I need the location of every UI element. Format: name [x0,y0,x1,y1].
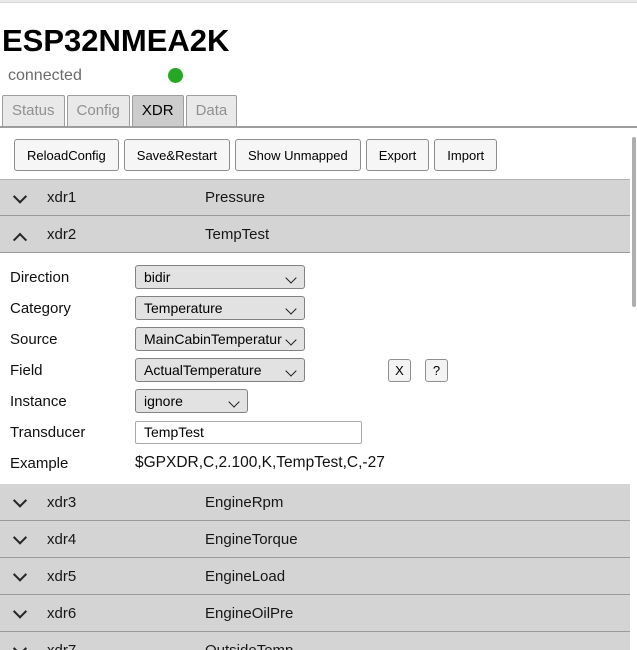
chevron-down-icon [12,493,28,508]
xdr-id-label: xdr2 [47,225,77,243]
connection-status-row: connected [8,66,637,86]
xdr-value-label: EngineTorque [205,530,298,548]
xdr7-accordion-header[interactable]: xdr7 OutsideTemp [0,632,630,650]
field-help-button[interactable]: ? [425,358,448,382]
export-button[interactable]: Export [365,139,430,171]
page-title: ESP32NMEA2K [2,23,230,58]
source-row: Source MainCabinTemperature [10,327,630,351]
source-label: Source [10,330,58,348]
direction-select[interactable]: bidir [135,265,305,289]
field-select-value: ActualTemperature [144,362,262,378]
xdr1-accordion-header[interactable]: xdr1 Pressure [0,179,630,216]
category-select-value: Temperature [144,300,223,316]
category-label: Category [10,299,71,317]
chevron-down-icon [12,567,28,582]
instance-select-value: ignore [144,393,183,409]
tab-xdr[interactable]: XDR [131,95,184,126]
xdr-id-label: xdr6 [47,604,77,622]
chevron-down-icon [12,530,28,545]
field-row: Field ActualTemperature X ? [10,358,630,382]
field-label: Field [10,361,43,379]
tab-status[interactable]: Status [2,95,65,126]
chevron-down-icon [228,396,240,408]
example-label: Example [10,454,69,472]
xdr-value-label: Pressure [205,189,266,206]
xdr3-accordion-header[interactable]: xdr3 EngineRpm [0,484,630,521]
xdr2-accordion-header[interactable]: xdr2 TempTest [0,216,630,253]
top-border-strip [0,0,637,3]
chevron-down-icon [12,604,28,619]
transducer-row: Transducer [10,420,630,444]
xdr6-accordion-header[interactable]: xdr6 EngineOilPre [0,595,630,632]
xdr-id-label: xdr5 [47,567,77,585]
chevron-down-icon [285,334,297,346]
xdr-id-label: xdr1 [47,189,77,206]
vertical-scrollbar-thumb[interactable] [632,137,636,307]
xdr-value-label: EngineRpm [205,493,284,511]
example-sentence-value: $GPXDR,C,2.100,K,TempTest,C,-27 [135,454,385,471]
category-select[interactable]: Temperature [135,296,305,320]
transducer-input[interactable] [135,420,362,444]
xdr-value-label: EngineLoad [205,567,286,585]
chevron-down-icon [285,303,297,315]
xdr-id-label: xdr4 [47,530,77,548]
chevron-down-icon [285,365,297,377]
tab-data[interactable]: Data [185,95,238,126]
xdr4-accordion-header[interactable]: xdr4 EngineTorque [0,521,630,558]
xdr-id-label: xdr7 [47,641,77,650]
xdr2-edit-form: Direction bidir Category Temperature Sou… [0,253,630,484]
xdr-value-label: EngineOilPre [205,604,294,622]
xdr-toolbar: ReloadConfig Save&Restart Show Unmapped … [14,139,637,171]
category-row: Category Temperature [10,296,630,320]
tab-bar: Status Config XDR Data [0,95,637,128]
transducer-label: Transducer [10,423,86,441]
xdr-value-label: OutsideTemp [205,641,294,650]
tab-config[interactable]: Config [66,95,130,126]
chevron-down-icon [12,189,28,204]
xdr-value-label: TempTest [205,225,270,243]
xdr5-accordion-header[interactable]: xdr5 EngineLoad [0,558,630,595]
direction-row: Direction bidir [10,265,630,289]
show-unmapped-button[interactable]: Show Unmapped [234,139,361,171]
save-restart-button[interactable]: Save&Restart [123,139,230,171]
chevron-up-icon [12,232,28,247]
direction-label: Direction [10,268,70,286]
connection-status-indicator-icon [168,68,183,83]
chevron-down-icon [12,641,28,650]
direction-select-value: bidir [144,269,171,285]
xdr-accordion-list: xdr1 Pressure xdr2 TempTest Direction bi… [0,179,630,650]
field-clear-button[interactable]: X [388,358,411,382]
instance-label: Instance [10,392,67,410]
reload-config-button[interactable]: ReloadConfig [14,139,119,171]
instance-row: Instance ignore [10,389,630,413]
import-button[interactable]: Import [434,139,498,171]
source-select-value: MainCabinTemperature [144,331,282,347]
xdr-id-label: xdr3 [47,493,77,511]
connection-status-label: connected [8,67,82,84]
chevron-down-icon [285,272,297,284]
example-row: Example $GPXDR,C,2.100,K,TempTest,C,-27 [10,451,630,475]
source-select[interactable]: MainCabinTemperature [135,327,305,351]
instance-select[interactable]: ignore [135,389,248,413]
field-select[interactable]: ActualTemperature [135,358,305,382]
